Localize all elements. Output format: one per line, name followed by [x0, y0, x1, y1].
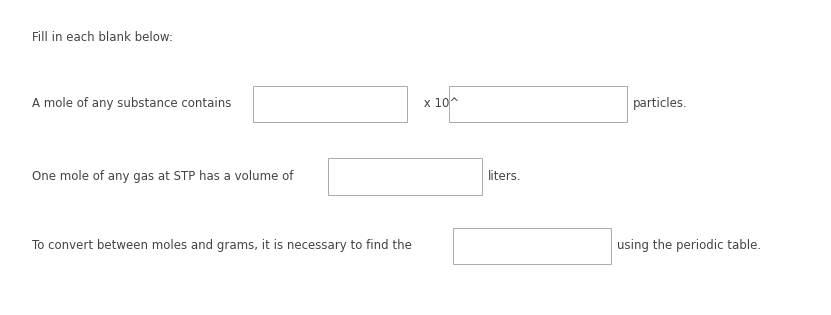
Text: Fill in each blank below:: Fill in each blank below:	[32, 31, 173, 44]
Text: liters.: liters.	[488, 170, 521, 183]
FancyBboxPatch shape	[453, 227, 611, 264]
FancyBboxPatch shape	[253, 86, 407, 122]
Text: particles.: particles.	[633, 97, 688, 111]
Text: using the periodic table.: using the periodic table.	[617, 239, 760, 252]
FancyBboxPatch shape	[449, 86, 627, 122]
Text: One mole of any gas at STP has a volume of: One mole of any gas at STP has a volume …	[32, 170, 293, 183]
FancyBboxPatch shape	[328, 158, 482, 194]
Text: x 10^: x 10^	[420, 97, 459, 111]
Text: To convert between moles and grams, it is necessary to find the: To convert between moles and grams, it i…	[32, 239, 411, 252]
Text: A mole of any substance contains: A mole of any substance contains	[32, 97, 231, 111]
